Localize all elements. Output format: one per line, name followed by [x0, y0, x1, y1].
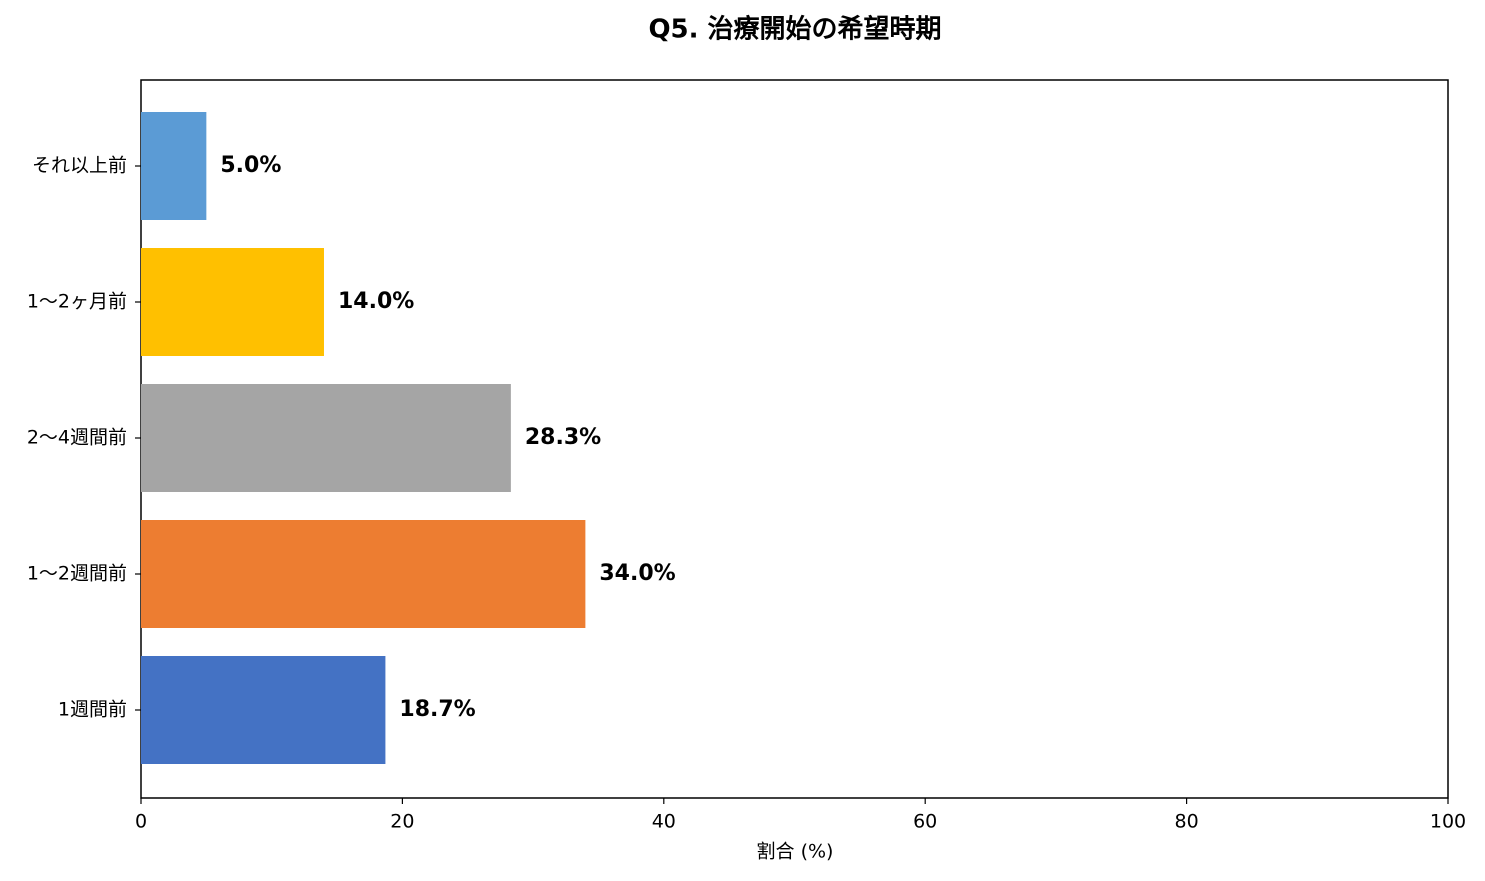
bar — [141, 520, 586, 628]
bar — [141, 112, 207, 220]
chart-title: Q5. 治療開始の希望時期 — [648, 14, 941, 45]
x-tick-label: 80 — [1175, 811, 1199, 833]
x-tick-label: 0 — [135, 811, 147, 833]
value-label: 18.7% — [399, 697, 475, 722]
x-tick-label: 40 — [652, 811, 676, 833]
bar — [141, 248, 324, 356]
value-label: 5.0% — [220, 153, 281, 178]
y-tick-label: 1〜2週間前 — [27, 563, 127, 585]
bar — [141, 656, 386, 764]
value-label: 34.0% — [599, 561, 675, 586]
value-label: 14.0% — [338, 289, 414, 314]
y-tick-label: 2〜4週間前 — [27, 427, 127, 449]
x-axis-label: 割合 (%) — [757, 841, 834, 863]
x-tick-label: 60 — [913, 811, 937, 833]
y-tick-label: それ以上前 — [32, 155, 127, 177]
bar — [141, 384, 511, 492]
value-label: 28.3% — [525, 425, 601, 450]
y-tick-label: 1週間前 — [58, 699, 127, 721]
x-tick-label: 100 — [1430, 811, 1466, 833]
x-tick-label: 20 — [390, 811, 414, 833]
y-tick-label: 1〜2ヶ月前 — [27, 291, 127, 313]
